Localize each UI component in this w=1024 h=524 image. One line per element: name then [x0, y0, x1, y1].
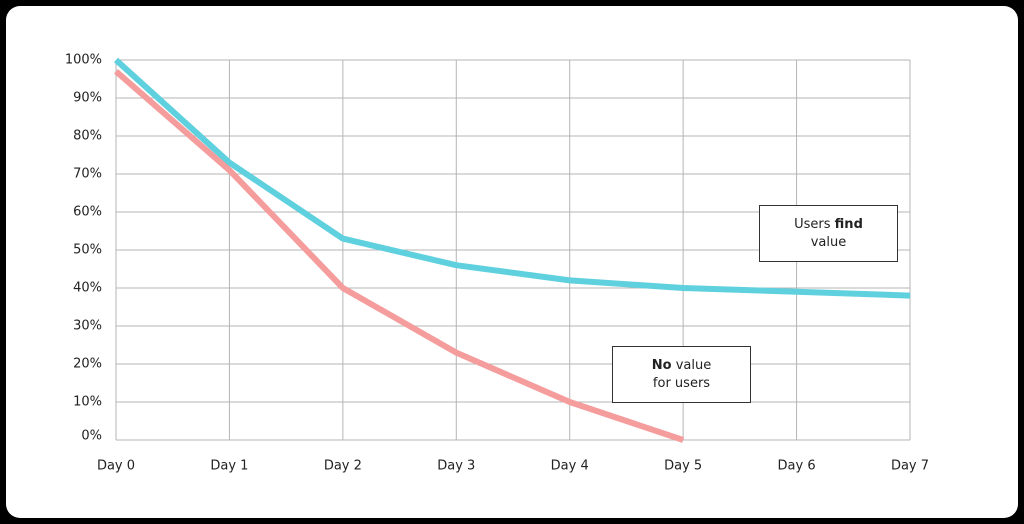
y-tick-label: 90%	[73, 91, 102, 106]
annotation-text: value	[810, 234, 847, 250]
series-line	[113, 57, 911, 299]
y-tick-label: 10%	[73, 395, 102, 410]
x-tick-label: Day 3	[437, 459, 475, 474]
x-tick-label: Day 2	[324, 459, 362, 474]
x-tick-label: Day 7	[891, 459, 929, 474]
y-tick-label: 70%	[73, 167, 102, 182]
annotation-text: Users	[794, 216, 831, 232]
y-tick-label: 60%	[73, 205, 102, 220]
y-tick-label: 80%	[73, 129, 102, 144]
x-tick-label: Day 4	[551, 459, 589, 474]
annotation-text: find	[834, 216, 863, 232]
y-tick-label: 100%	[65, 53, 102, 68]
y-tick-label: 50%	[73, 243, 102, 258]
y-tick-label: 30%	[73, 319, 102, 334]
x-tick-label: Day 6	[778, 459, 816, 474]
y-tick-label: 20%	[73, 357, 102, 372]
series-line	[114, 69, 685, 443]
annotation: Users find value	[759, 205, 898, 262]
x-tick-label: Day 0	[97, 459, 135, 474]
frame	[6, 6, 1018, 518]
y-tick-label: 0%	[81, 429, 102, 444]
y-tick-label: 40%	[73, 281, 102, 296]
annotation-text: No	[651, 357, 672, 373]
x-tick-label: Day 5	[664, 459, 702, 474]
x-tick-label: Day 1	[210, 459, 248, 474]
annotation: No value for users	[612, 346, 751, 403]
annotation-text: for users	[652, 375, 711, 391]
annotation-text: value	[675, 357, 712, 373]
